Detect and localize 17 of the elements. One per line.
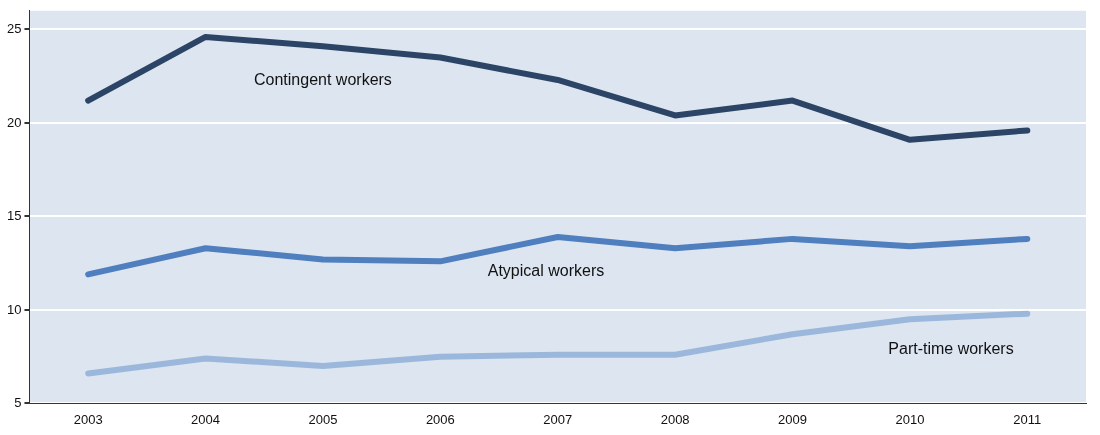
y-tick-label: 20 — [6, 114, 22, 130]
y-tick-label: 10 — [6, 301, 22, 317]
series-label: Contingent workers — [254, 70, 392, 88]
y-tick-label: 25 — [6, 21, 22, 37]
x-tick-label: 2003 — [73, 411, 103, 427]
x-tick-label: 2006 — [425, 411, 455, 427]
x-tick-label: 2009 — [778, 411, 807, 427]
y-tick-label: 5 — [14, 394, 22, 410]
x-tick-label: 2010 — [895, 411, 925, 427]
x-tick-label: 2005 — [308, 411, 338, 427]
y-tick-label: 15 — [6, 208, 22, 224]
x-tick-label: 2011 — [1013, 411, 1042, 427]
series-label: Part-time workers — [888, 339, 1014, 357]
x-tick-label: 2007 — [543, 411, 573, 427]
x-tick-label: 2004 — [191, 411, 221, 427]
x-tick-label: 2008 — [660, 411, 690, 427]
series-label: Atypical workers — [487, 261, 605, 279]
